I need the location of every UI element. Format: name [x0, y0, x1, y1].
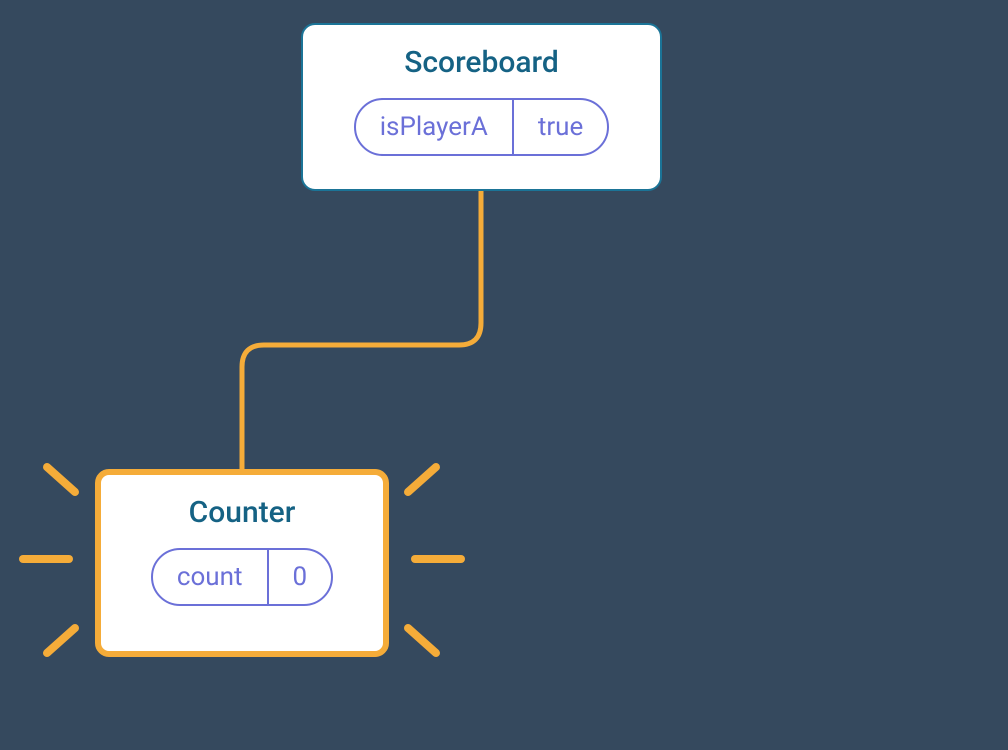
- state-pill: isPlayerA true: [354, 98, 610, 156]
- node-title: Counter: [101, 495, 383, 530]
- ray-line: [408, 467, 436, 492]
- node-scoreboard: Scoreboard isPlayerA true: [301, 23, 662, 191]
- state-pill: count 0: [151, 548, 333, 606]
- diagram-canvas: Scoreboard isPlayerA true Counter count …: [0, 0, 1008, 750]
- pill-key: count: [153, 550, 267, 604]
- pill-value: true: [514, 100, 607, 154]
- ray-line: [47, 467, 75, 492]
- node-title: Scoreboard: [303, 45, 660, 80]
- node-counter: Counter count 0: [95, 469, 389, 657]
- pill-key: isPlayerA: [356, 100, 512, 154]
- pill-value: 0: [269, 550, 332, 604]
- ray-line: [408, 628, 436, 653]
- ray-line: [47, 628, 75, 653]
